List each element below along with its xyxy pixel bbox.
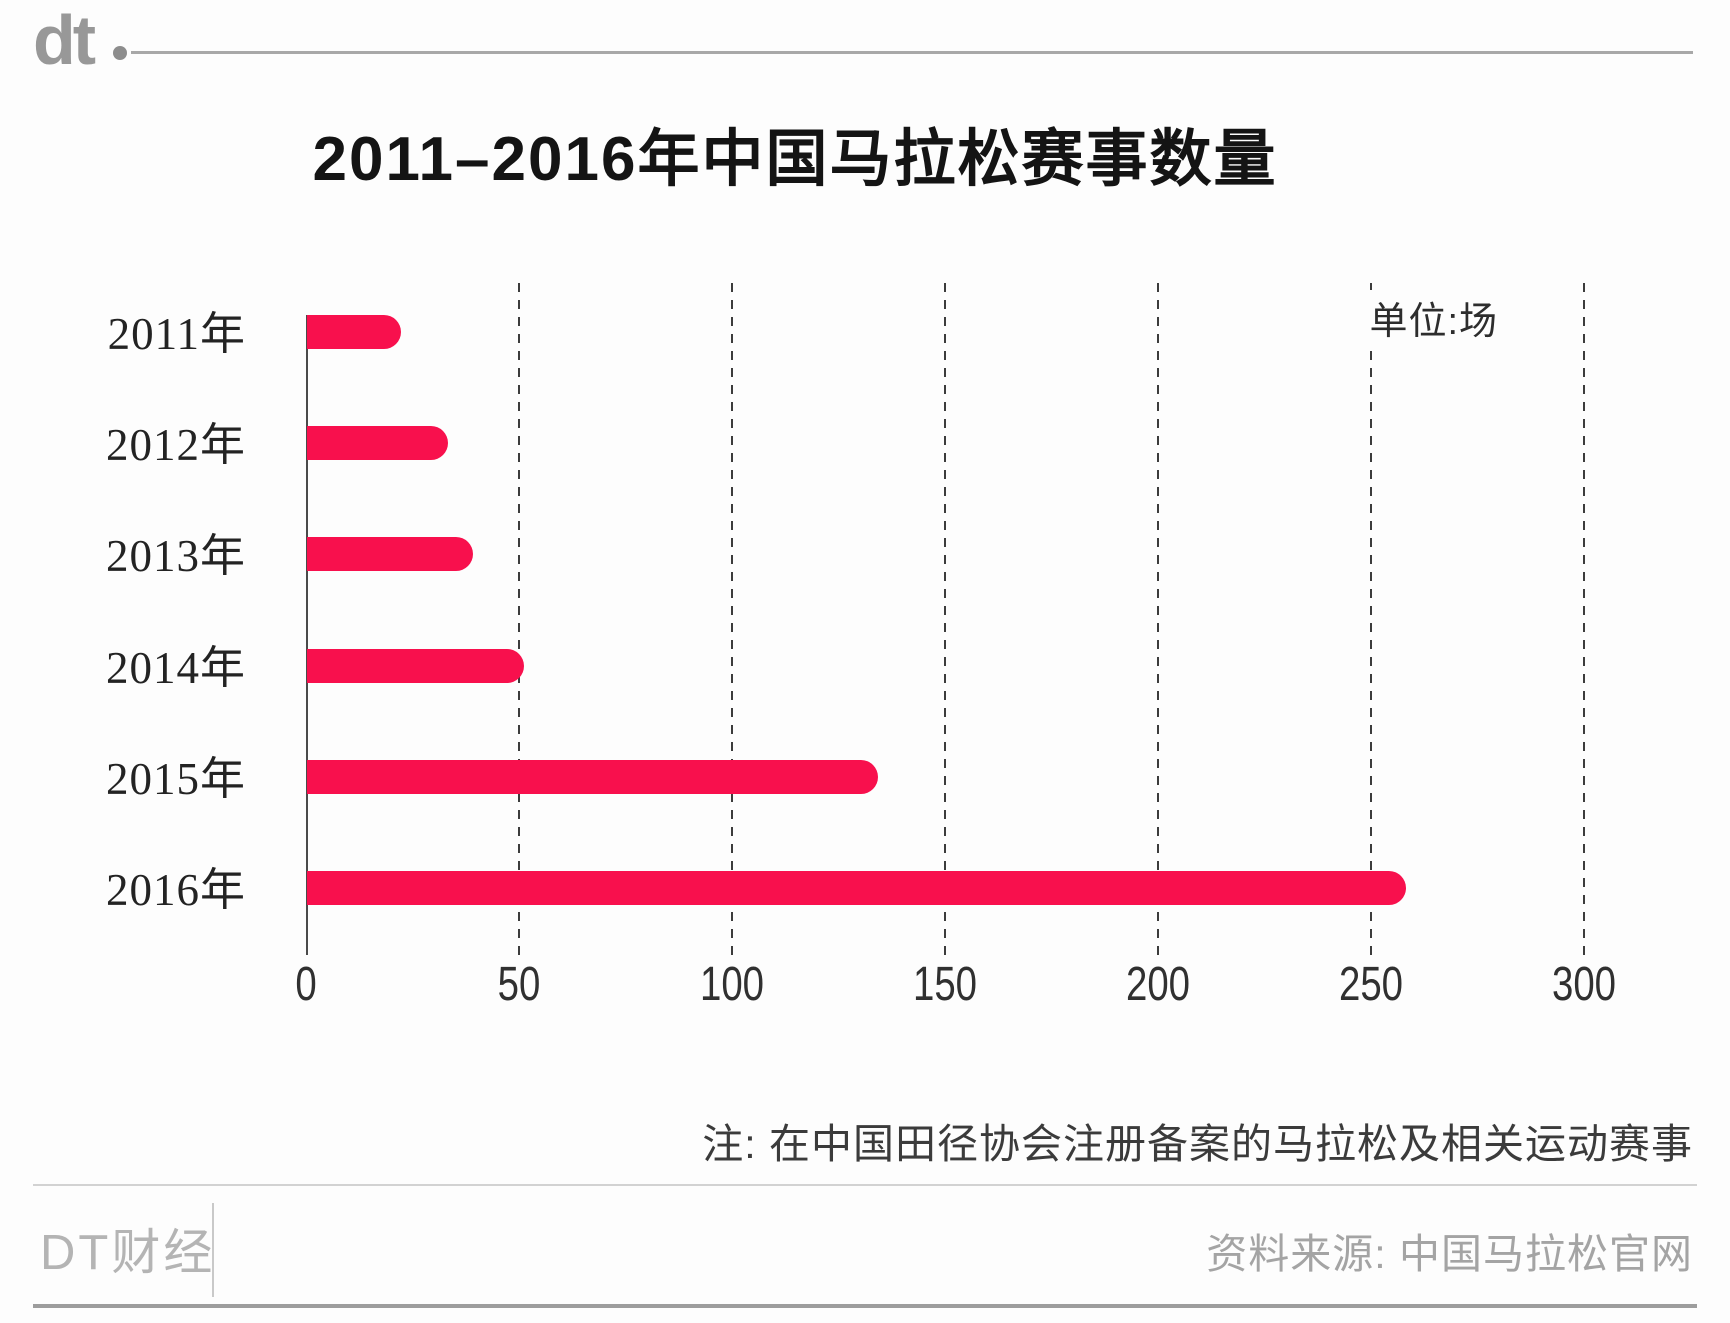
dt-logo: dt: [33, 1, 96, 79]
bottom-rule: [33, 1304, 1697, 1308]
bar: [307, 871, 1407, 905]
x-tick-label: 200: [1125, 958, 1191, 1011]
footer-divider: [33, 1184, 1697, 1186]
y-axis-label: 2014年: [105, 642, 246, 693]
x-tick-label: 50: [497, 958, 541, 1011]
y-axis-line: [306, 315, 308, 955]
y-axis-label: 2013年: [105, 531, 246, 582]
gridline: [944, 283, 946, 955]
footer-brand: DT财经: [40, 1226, 216, 1280]
x-tick-label: 150: [912, 958, 978, 1011]
gridline: [1157, 283, 1159, 955]
chart-title: 2011–2016年中国马拉松赛事数量: [312, 125, 1278, 194]
gridline: [1583, 283, 1585, 955]
plot-area: 单位:场: [306, 280, 1585, 955]
footnote: 注: 在中国田径协会注册备案的马拉松及相关运动赛事: [702, 1121, 1693, 1167]
y-axis-label: 2016年: [105, 864, 246, 915]
y-axis-label: 2012年: [105, 420, 246, 471]
x-tick-label: 250: [1338, 958, 1404, 1011]
gridline: [1370, 283, 1372, 955]
top-rule: [131, 51, 1693, 54]
data-source: 资料来源: 中国马拉松官网: [1206, 1231, 1693, 1277]
bar: [307, 315, 401, 349]
bar: [307, 648, 525, 683]
bar: [307, 426, 448, 461]
gridline: [518, 283, 520, 955]
gridline: [731, 283, 733, 955]
footer-separator: [212, 1203, 214, 1297]
bar: [307, 537, 474, 572]
x-tick-label: 0: [295, 958, 317, 1011]
logo-dot-icon: [113, 46, 127, 60]
x-tick-label: 100: [699, 958, 765, 1011]
bar: [307, 759, 878, 794]
x-tick-label: 300: [1551, 958, 1617, 1011]
unit-label: 单位:场: [1363, 290, 1504, 345]
y-axis-label: 2011年: [107, 308, 246, 359]
y-axis-label: 2015年: [105, 753, 246, 804]
